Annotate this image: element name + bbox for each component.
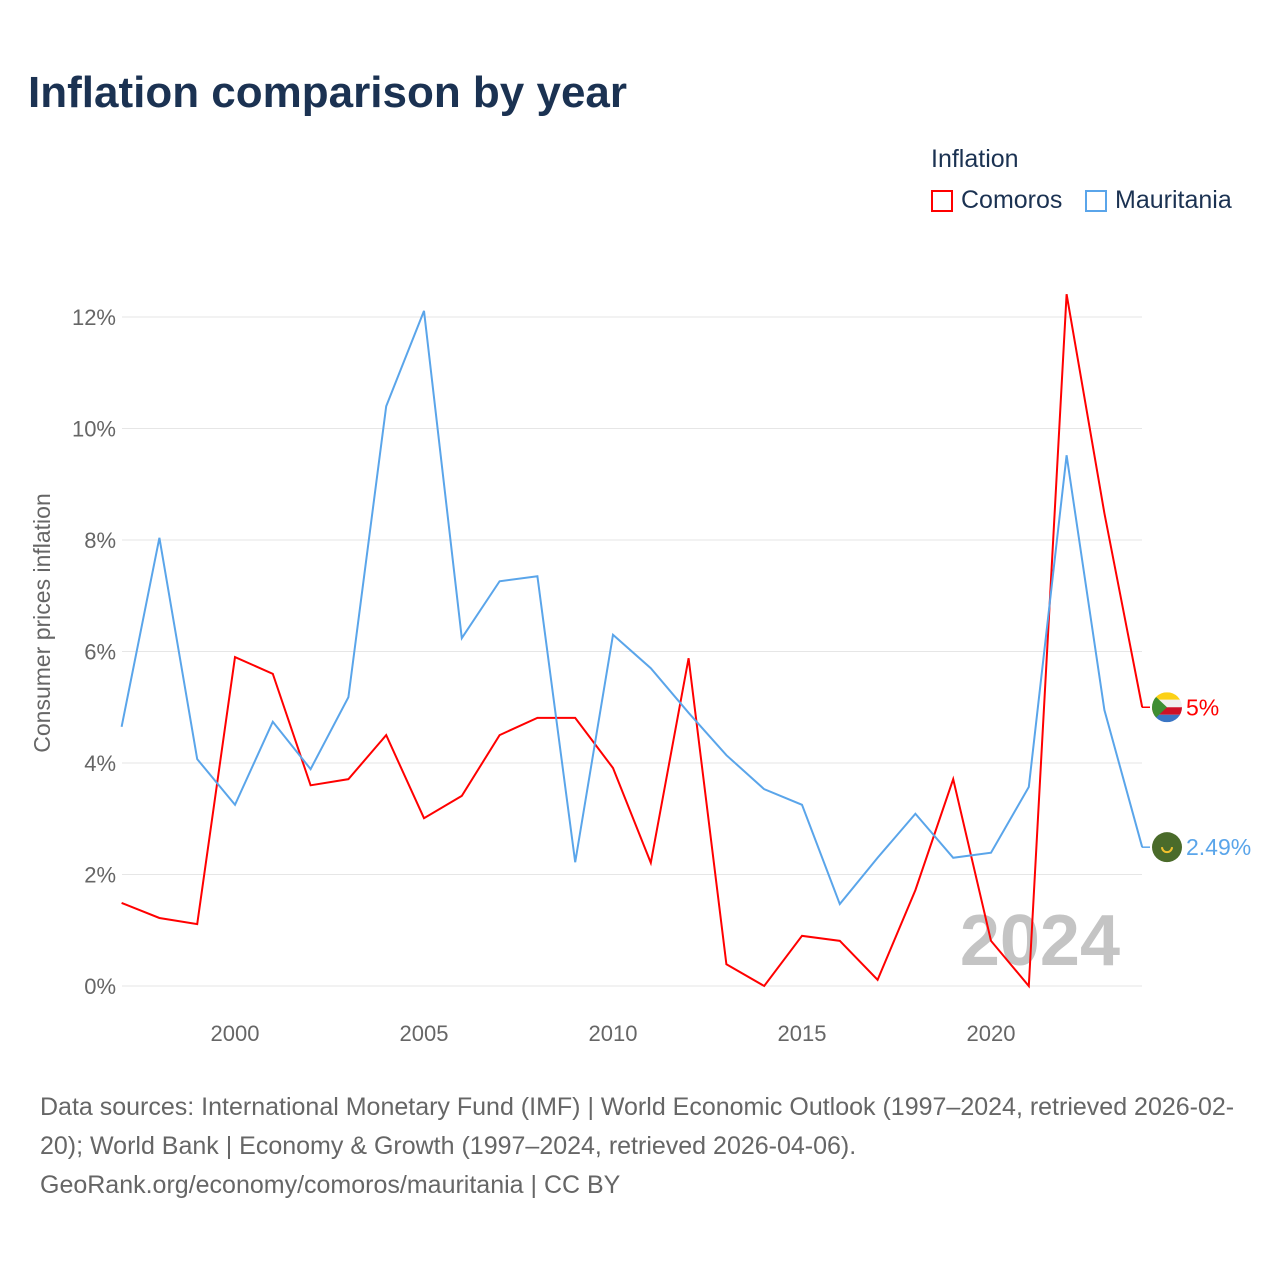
year-watermark: 2024 — [960, 901, 1120, 981]
y-tick-label: 0% — [84, 974, 116, 999]
mauritania-flag-icon — [1152, 832, 1182, 863]
x-tick-label: 2010 — [589, 1021, 638, 1046]
x-tick-label: 2005 — [400, 1021, 449, 1046]
flag-stripe — [1152, 714, 1182, 723]
y-tick-label: 6% — [84, 640, 116, 665]
sources-link[interactable]: GeoRank.org/economy/comoros/mauritania |… — [40, 1171, 621, 1199]
flag-stripe — [1152, 707, 1182, 715]
legend-title: Inflation — [931, 145, 1019, 173]
legend-item-mauritania[interactable]: Mauritania — [1085, 186, 1232, 215]
chart-title: Inflation comparison by year — [28, 68, 628, 117]
sources-line: Data sources: International Monetary Fun… — [40, 1093, 1235, 1160]
end-value-label: 5% — [1186, 694, 1219, 720]
flag-stripe — [1152, 699, 1182, 708]
end-value-label: 2.49% — [1186, 834, 1251, 860]
series-line-mauritania — [120, 310, 1144, 907]
y-tick-label: 2% — [84, 863, 116, 888]
series-line-comoros — [121, 293, 1144, 989]
data-sources: Data sources: International Monetary Fun… — [40, 1088, 1250, 1205]
legend-label: Mauritania — [1115, 186, 1232, 214]
y-axis-label: Consumer prices inflation — [29, 493, 55, 753]
y-tick-label: 12% — [72, 305, 116, 330]
legend-label: Comoros — [961, 186, 1063, 214]
x-tick-label: 2015 — [778, 1021, 827, 1046]
y-tick-label: 4% — [84, 751, 116, 776]
flag-crescent — [1161, 847, 1173, 854]
legend-item-comoros[interactable]: Comoros — [931, 186, 1062, 215]
legend-swatch — [931, 189, 953, 212]
y-tick-label: 8% — [84, 528, 116, 553]
x-tick-label: 2000 — [211, 1021, 260, 1046]
line-chart: 0% 2% 4% 6% 8% 10% 12% 2000 2005 2010 2015 2020 Cons… — [29, 293, 1251, 1046]
x-tick-label: 2020 — [967, 1021, 1016, 1046]
flag-stripe — [1152, 692, 1182, 700]
legend-swatch — [1085, 189, 1107, 212]
y-tick-label: 10% — [72, 417, 116, 442]
